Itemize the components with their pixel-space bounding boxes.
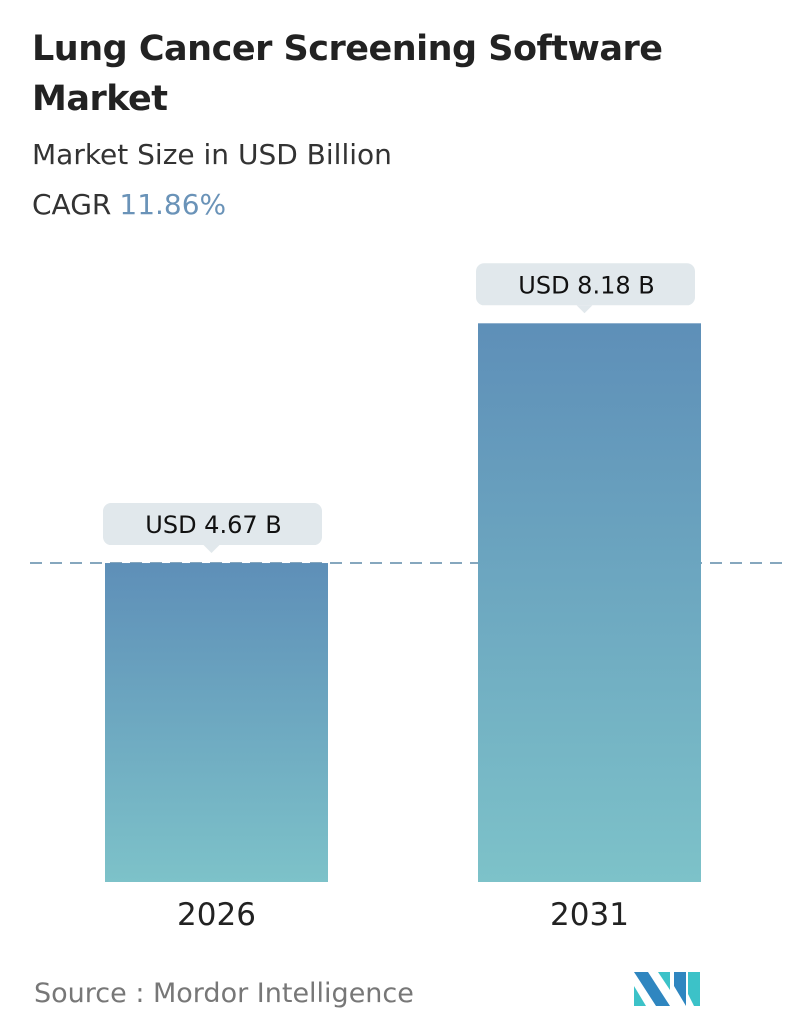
cagr-label: CAGR [32, 188, 112, 221]
data-label-bubble [476, 263, 695, 306]
data-label: USD 8.18 B [518, 271, 654, 299]
bar-2026 [105, 563, 328, 882]
chart-title: Lung Cancer Screening Software Market [32, 29, 663, 119]
data-label-bubble [103, 503, 322, 546]
chart-subtitle: Market Size in USD Billion [32, 138, 392, 171]
data-label: USD 4.67 B [145, 511, 281, 539]
bar-2031 [478, 323, 701, 882]
x-tick-label: 2031 [550, 897, 629, 933]
data-label-pointer [203, 545, 220, 554]
cagr-value: 11.86% [119, 188, 227, 221]
source-text: Source : Mordor Intelligence [34, 978, 414, 1009]
x-tick-label: 2026 [177, 897, 256, 933]
data-label-pointer [576, 305, 593, 314]
cagr: CAGR 11.86% [32, 188, 226, 221]
mordor-logo [634, 972, 700, 1006]
